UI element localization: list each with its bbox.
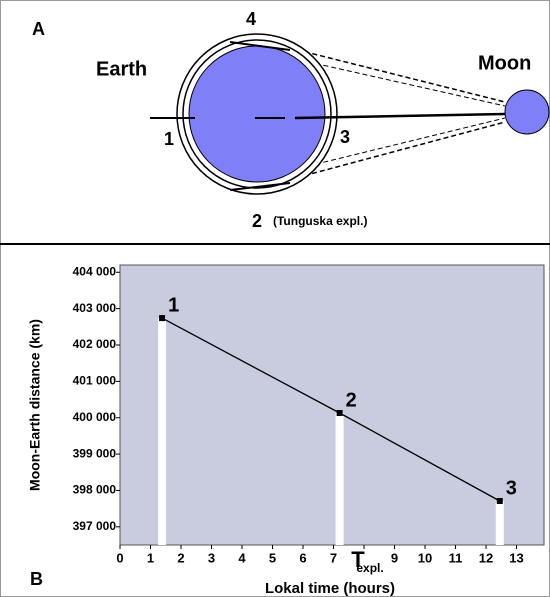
x-tick-label: 7	[330, 550, 337, 565]
x-tick-label: 10	[418, 550, 432, 565]
x-tick-label: 12	[479, 550, 493, 565]
point-label: 1	[168, 294, 179, 316]
x-tick-label: 3	[208, 550, 215, 565]
point	[496, 498, 503, 504]
point	[336, 410, 343, 416]
y-tick-label: 404 000	[73, 264, 117, 278]
x-tick-label: 13	[509, 550, 523, 565]
position-label: 3	[340, 127, 350, 147]
y-axis-title: Moon-Earth distance (km)	[27, 319, 43, 491]
x-tick-label: 0	[116, 550, 123, 565]
arrow	[229, 182, 291, 191]
y-tick-label: 397 000	[73, 519, 117, 533]
x-tick-label: 1	[147, 550, 154, 565]
tangent-line	[299, 117, 506, 169]
drop-bar	[335, 413, 344, 545]
x-tick-label: 11	[449, 550, 463, 565]
panel-label: B	[30, 569, 43, 589]
diagram: A Earth Moon 1 2 (Tunguska expl.) 3 4	[32, 9, 550, 231]
y-tick-label: 403 000	[73, 301, 117, 315]
position-label: 4	[246, 9, 256, 29]
panel-label: A	[32, 19, 45, 39]
y-tick-label: 398 000	[73, 483, 117, 497]
position-label: 2	[252, 211, 262, 231]
y-tick-label: 399 000	[73, 446, 117, 460]
arrow	[229, 41, 291, 51]
point-label: 2	[346, 389, 357, 411]
y-tick-label: 401 000	[73, 374, 117, 388]
x-tick-label: 4	[238, 550, 246, 565]
x-axis-title: Lokal time (hours)	[265, 580, 395, 597]
x-tick-label: 9	[391, 550, 398, 565]
earth	[188, 45, 326, 183]
x-tick-label: 5	[269, 550, 276, 565]
moon	[504, 89, 550, 135]
y-tick-label: 402 000	[73, 337, 117, 351]
point-label: 3	[506, 477, 517, 499]
drop-bar	[495, 501, 504, 545]
drop-bar	[158, 318, 167, 545]
arrow	[294, 112, 506, 120]
tangent-line	[299, 59, 506, 107]
chart: B Lokal time (hours) Moon-Earth distance (…	[27, 264, 545, 597]
x-tick-subscript: expl.	[356, 561, 383, 575]
x-tick-label: 2	[177, 550, 184, 565]
point	[159, 315, 166, 322]
moon-label: Moon	[478, 52, 531, 74]
position-note: (Tunguska expl.)	[273, 214, 367, 228]
earth-label: Earth	[96, 58, 147, 80]
y-tick-label: 400 000	[73, 410, 117, 424]
position-label: 1	[164, 129, 174, 149]
x-tick-label: 6	[299, 550, 306, 565]
x-tick-label: T	[351, 547, 365, 572]
plot-area	[119, 264, 545, 546]
